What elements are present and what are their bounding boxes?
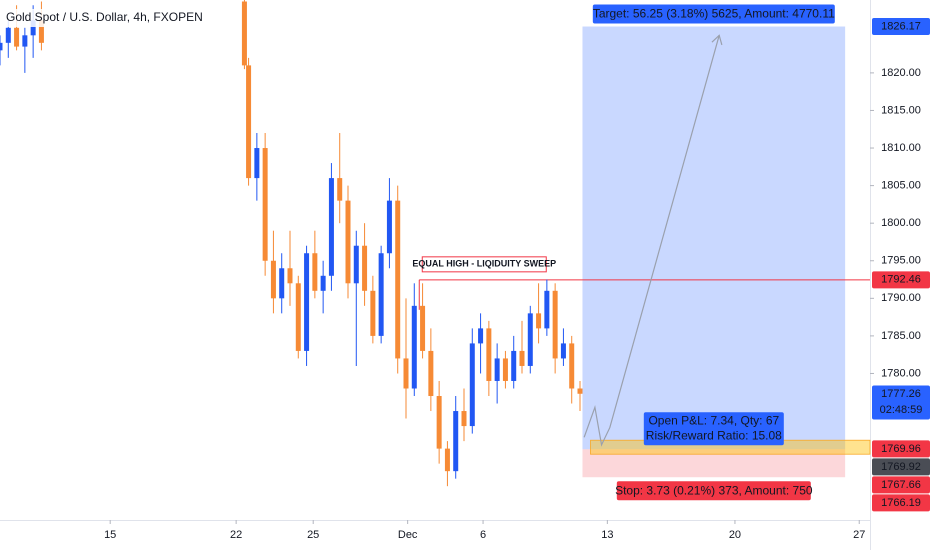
candle-body — [453, 411, 459, 472]
candle-body — [527, 313, 533, 366]
x-tick-label: 25 — [307, 529, 319, 541]
price-label-box — [872, 476, 930, 494]
x-tick-label: 13 — [601, 529, 613, 541]
overlay: Target: 56.25 (3.18%) 5625, Amount: 4770… — [583, 4, 835, 501]
candle-body — [370, 290, 376, 336]
candle-body — [262, 148, 268, 261]
price-label-box — [872, 458, 930, 476]
price-label: 1769.96 — [881, 443, 921, 455]
x-tick-label: 22 — [230, 529, 242, 541]
candle-body — [552, 290, 558, 359]
pnl-label: Open P&L: 7.34, Qty: 67 — [648, 413, 779, 427]
candle-body — [461, 411, 467, 427]
plot-area: EQUAL HIGH - LIQIDUITY SWEEP — [0, 0, 871, 487]
candle-body — [328, 178, 334, 276]
price-label: 1777.26 — [881, 388, 921, 400]
countdown: 02:48:59 — [880, 404, 923, 416]
price-label: 1769.92 — [881, 461, 921, 473]
y-tick-label: 1805.00 — [881, 180, 921, 192]
y-tick-label: 1800.00 — [881, 217, 921, 229]
y-tick-label: 1810.00 — [881, 142, 921, 154]
x-tick-label: 27 — [853, 529, 865, 541]
candle-body — [14, 27, 20, 47]
y-tick-label: 1820.00 — [881, 67, 921, 79]
candle-body — [494, 358, 500, 381]
candle-body — [287, 268, 293, 284]
candle-body — [320, 275, 326, 291]
pnl-box — [643, 412, 784, 446]
candle-body — [5, 27, 11, 43]
candle-body — [395, 200, 401, 359]
candle-body — [362, 245, 368, 291]
candle-body — [353, 245, 359, 284]
x-tick-label: 15 — [104, 529, 116, 541]
stop-label: Stop: 3.73 (0.21%) 373, Amount: 750 — [615, 483, 813, 497]
candle-body — [254, 148, 260, 179]
candle-body — [22, 35, 28, 47]
price-label-box — [872, 271, 930, 289]
x-tick-label: Dec — [398, 529, 418, 541]
price-label: 1792.46 — [881, 274, 921, 286]
price-label: 1766.19 — [881, 497, 921, 509]
projection-path — [583, 35, 720, 447]
price-label-box — [872, 18, 930, 36]
candle-body — [511, 350, 517, 381]
candle-body — [38, 20, 44, 43]
price-label: 1767.66 — [881, 479, 921, 491]
price-label-box — [872, 440, 930, 458]
candle-body — [469, 343, 475, 427]
projection-arrowhead — [711, 34, 723, 46]
target-label-box — [592, 4, 835, 24]
candle-body — [304, 253, 310, 351]
candle-body — [428, 350, 434, 397]
candle-body — [0, 42, 3, 51]
candle-body — [544, 290, 550, 329]
candle-body — [502, 358, 508, 381]
candle-body — [519, 350, 525, 366]
title-bg — [2, 9, 174, 27]
target-zone — [582, 26, 846, 450]
candle-body — [411, 305, 417, 389]
candle-body — [420, 305, 426, 351]
candle-body — [246, 65, 252, 179]
price-label-box — [872, 494, 930, 512]
y-tick-label: 1790.00 — [881, 292, 921, 304]
y-tick-label: 1780.00 — [881, 367, 921, 379]
candle-body — [577, 388, 583, 394]
candle-body — [270, 260, 276, 299]
rr-label: Risk/Reward Ratio: 15.08 — [646, 428, 782, 442]
candle-body — [444, 448, 450, 472]
stop-label-box — [616, 481, 811, 501]
candle-body — [30, 20, 36, 36]
candle-body — [312, 253, 318, 291]
candle-body — [345, 200, 351, 284]
candle-body — [478, 328, 484, 344]
price-label-box — [872, 385, 930, 420]
candle-body — [536, 313, 542, 329]
candle-body — [560, 343, 566, 359]
y-tick-label: 1785.00 — [881, 330, 921, 342]
candle-body — [337, 178, 343, 201]
x-tick-label: 20 — [729, 529, 741, 541]
candle-body — [569, 343, 575, 389]
y-tick-label: 1795.00 — [881, 255, 921, 267]
candle-body — [386, 200, 392, 254]
candle-body — [241, 1, 247, 66]
candle-body — [436, 396, 442, 449]
x-tick-label: 6 — [480, 529, 486, 541]
level-label-box — [421, 256, 547, 273]
y-tick-label: 1815.00 — [881, 104, 921, 116]
target-label: Target: 56.25 (3.18%) 5625, Amount: 4770… — [593, 7, 835, 21]
candle-body — [279, 268, 285, 299]
chart-title: Gold Spot / U.S. Dollar, 4h, FXOPEN — [6, 10, 203, 24]
candle-body — [486, 328, 492, 381]
price-label: 1826.17 — [881, 20, 921, 32]
candle-body — [378, 253, 384, 336]
level-label: EQUAL HIGH - LIQIDUITY SWEEP — [412, 259, 556, 269]
candle-body — [295, 283, 301, 351]
candle-body — [403, 358, 409, 389]
